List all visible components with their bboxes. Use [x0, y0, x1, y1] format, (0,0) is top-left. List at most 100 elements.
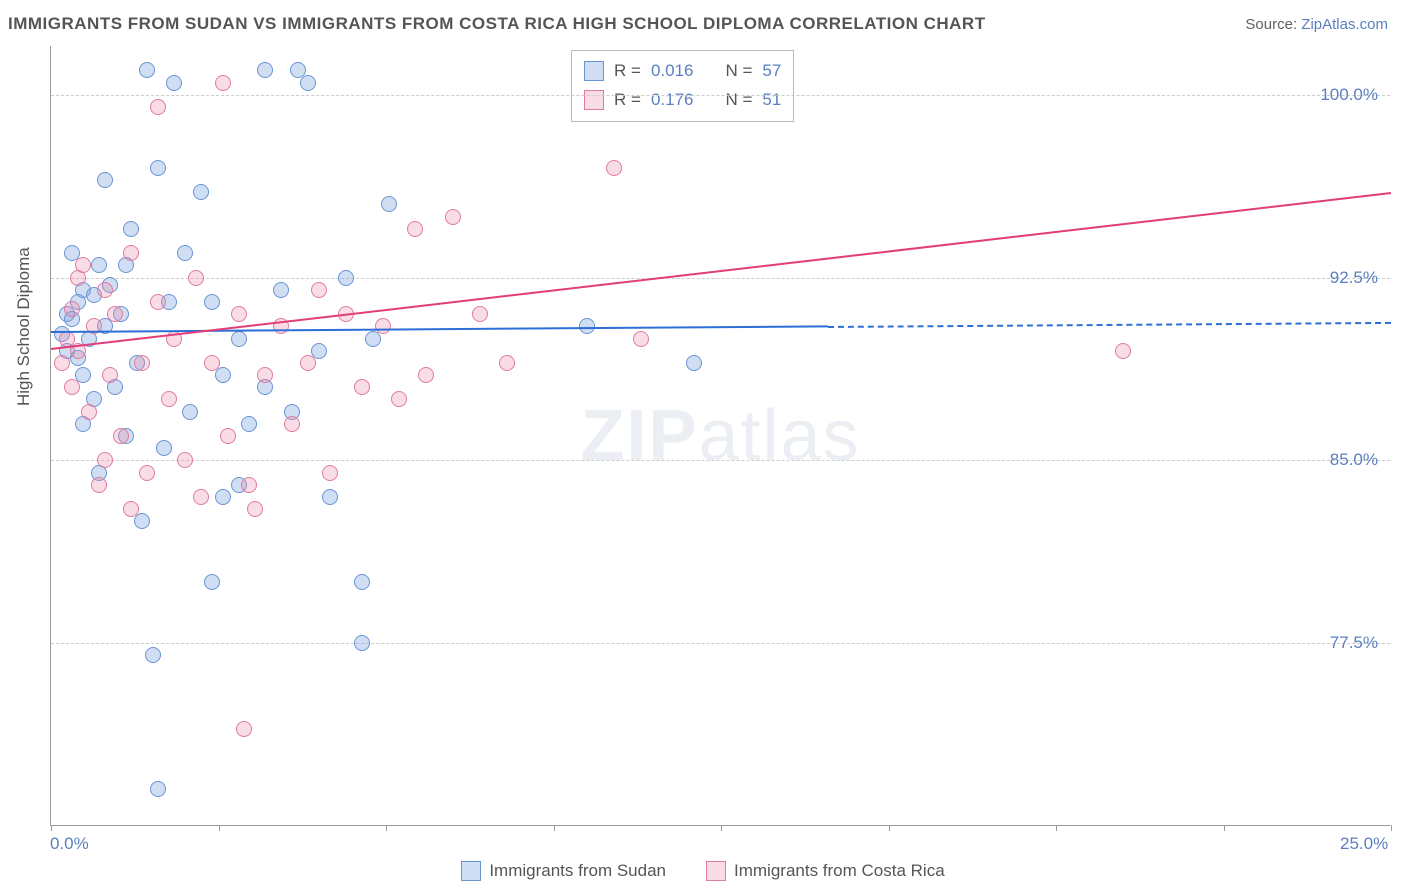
data-point [322, 489, 338, 505]
data-point [300, 75, 316, 91]
watermark-bold: ZIP [580, 396, 698, 476]
data-point [354, 379, 370, 395]
data-point [215, 367, 231, 383]
y-tick-label: 100.0% [1320, 85, 1378, 105]
data-point [231, 331, 247, 347]
y-tick-label: 85.0% [1330, 450, 1378, 470]
legend-swatch [706, 861, 726, 881]
x-tick [51, 825, 52, 831]
data-point [686, 355, 702, 371]
data-point [75, 257, 91, 273]
legend-r-label: R = [614, 57, 641, 86]
data-point [220, 428, 236, 444]
legend-r-value: 0.176 [651, 86, 694, 115]
x-tick [219, 825, 220, 831]
data-point [193, 184, 209, 200]
data-point [123, 245, 139, 261]
data-point [273, 282, 289, 298]
data-point [64, 379, 80, 395]
data-point [150, 294, 166, 310]
data-point [257, 62, 273, 78]
data-point [247, 501, 263, 517]
data-point [91, 477, 107, 493]
data-point [284, 416, 300, 432]
source-link[interactable]: ZipAtlas.com [1301, 16, 1388, 33]
x-tick [1056, 825, 1057, 831]
data-point [177, 245, 193, 261]
legend-series-name: Immigrants from Costa Rica [734, 861, 945, 881]
x-tick-label: 25.0% [1340, 834, 1388, 854]
gridline-h [51, 278, 1390, 279]
scatter-plot-area: ZIPatlas R =0.016N =57R =0.176N =51 77.5… [50, 46, 1390, 826]
legend-row: R = 0.176 N = 51 [584, 86, 781, 115]
y-tick-label: 92.5% [1330, 268, 1378, 288]
data-point [204, 294, 220, 310]
data-point [139, 465, 155, 481]
data-point [231, 306, 247, 322]
data-point [150, 781, 166, 797]
data-point [311, 282, 327, 298]
correlation-legend: R =0.016N =57R =0.176N =51 [571, 50, 794, 122]
legend-swatch [461, 861, 481, 881]
trend-line-dashed [828, 321, 1391, 327]
data-point [204, 355, 220, 371]
source-attribution: Source: ZipAtlas.com [1245, 16, 1388, 33]
data-point [166, 75, 182, 91]
legend-swatch [584, 90, 604, 110]
data-point [391, 391, 407, 407]
data-point [407, 221, 423, 237]
watermark: ZIPatlas [580, 395, 860, 477]
data-point [300, 355, 316, 371]
data-point [418, 367, 434, 383]
data-point [91, 257, 107, 273]
data-point [472, 306, 488, 322]
data-point [354, 635, 370, 651]
data-point [322, 465, 338, 481]
data-point [215, 489, 231, 505]
chart-container: High School Diploma ZIPatlas R =0.016N =… [0, 46, 1406, 892]
data-point [381, 196, 397, 212]
legend-n-value: 57 [762, 57, 781, 86]
data-point [97, 282, 113, 298]
data-point [236, 721, 252, 737]
x-tick [554, 825, 555, 831]
data-point [134, 355, 150, 371]
x-tick [1391, 825, 1392, 831]
source-prefix: Source: [1245, 16, 1301, 33]
legend-n-label: N = [725, 57, 752, 86]
data-point [606, 160, 622, 176]
data-point [123, 501, 139, 517]
legend-n-label: N = [725, 86, 752, 115]
data-point [241, 477, 257, 493]
series-legend: Immigrants from Sudan Immigrants from Cos… [0, 861, 1406, 886]
gridline-h [51, 460, 1390, 461]
data-point [257, 367, 273, 383]
data-point [97, 172, 113, 188]
data-point [102, 367, 118, 383]
data-point [499, 355, 515, 371]
legend-n-value: 51 [762, 86, 781, 115]
legend-swatch [584, 61, 604, 81]
data-point [150, 160, 166, 176]
data-point [54, 355, 70, 371]
data-point [64, 301, 80, 317]
data-point [633, 331, 649, 347]
y-axis-label: High School Diploma [14, 247, 34, 406]
data-point [1115, 343, 1131, 359]
data-point [241, 416, 257, 432]
data-point [445, 209, 461, 225]
y-tick-label: 77.5% [1330, 633, 1378, 653]
data-point [97, 452, 113, 468]
data-point [177, 452, 193, 468]
legend-row: R =0.016N =57 [584, 57, 781, 86]
legend-item: Immigrants from Sudan [461, 861, 666, 881]
data-point [145, 647, 161, 663]
data-point [113, 428, 129, 444]
legend-r-label: R = [614, 86, 641, 115]
data-point [134, 513, 150, 529]
data-point [81, 404, 97, 420]
x-tick [721, 825, 722, 831]
legend-series-name: Immigrants from Sudan [489, 861, 666, 881]
x-tick-label: 0.0% [50, 834, 89, 854]
data-point [161, 391, 177, 407]
